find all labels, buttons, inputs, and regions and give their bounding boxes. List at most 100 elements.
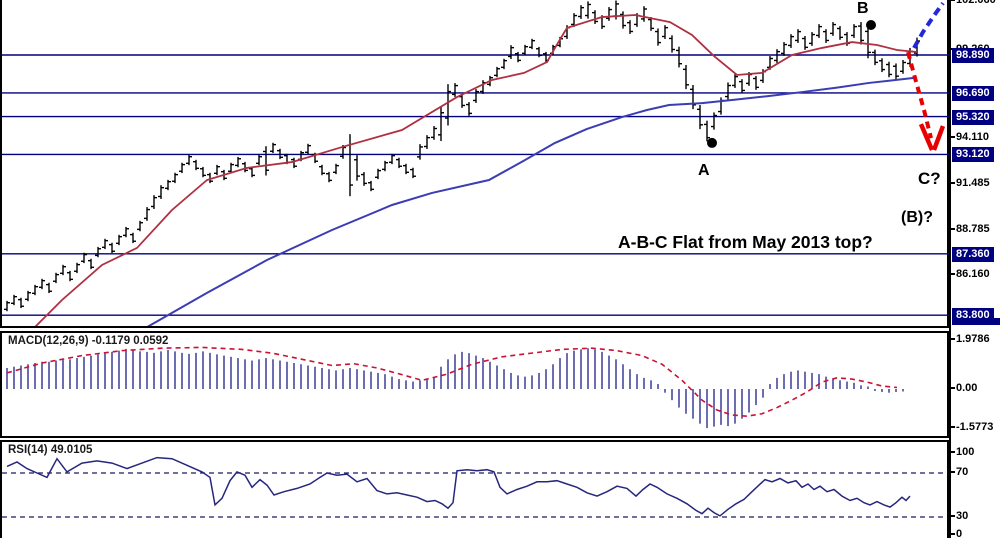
- ohlc-bar: [781, 42, 787, 56]
- ohlc-bar: [851, 24, 857, 38]
- ohlc-bar: [676, 46, 682, 68]
- ohlc-bar: [382, 160, 388, 172]
- ohlc-bar: [431, 126, 437, 140]
- price-axis[interactable]: 102.06099.26094.11091.48588.78586.16098.…: [949, 0, 1001, 538]
- ohlc-bar: [193, 159, 199, 171]
- bullish-arrow[interactable]: [912, 1, 945, 49]
- price-axis-label-highlighted: 98.890: [952, 48, 994, 63]
- ohlc-bar: [60, 264, 66, 276]
- ohlc-bar: [109, 242, 115, 254]
- price-axis-label-highlighted: 93.120: [952, 147, 994, 163]
- ohlc-bar: [410, 167, 416, 179]
- macd-pane: MACD(12,26,9) -0.1179 0.0592: [0, 331, 949, 438]
- ohlc-bar: [130, 232, 136, 244]
- macd-chart-canvas[interactable]: [2, 333, 947, 436]
- ohlc-bar: [823, 29, 829, 43]
- wave-a-label: A: [698, 162, 710, 179]
- wave-point-dot[interactable]: [707, 137, 717, 148]
- ohlc-bar: [326, 171, 332, 183]
- ohlc-bar: [571, 13, 577, 27]
- price-axis-label: 86.160: [956, 268, 990, 281]
- axis-tick: [951, 273, 955, 276]
- ohlc-bar: [67, 270, 73, 282]
- ohlc-bar: [368, 180, 374, 192]
- ohlc-bar: [88, 258, 94, 270]
- ohlc-bar: [606, 7, 612, 21]
- ohlc-bar: [536, 46, 542, 58]
- ohlc-bar: [655, 28, 661, 46]
- price-axis-label-highlighted: 83.800: [952, 308, 994, 324]
- ohlc-bar: [116, 234, 122, 246]
- ohlc-bar: [515, 51, 521, 63]
- ohlc-bar: [620, 11, 626, 29]
- ohlc-bar: [256, 154, 262, 166]
- rsi-axis-label: 0: [956, 528, 963, 538]
- wave-b2-question-label: (B)?: [901, 209, 933, 226]
- ohlc-bar: [704, 120, 710, 142]
- macd-indicator-label: MACD(12,26,9) -0.1179 0.0592: [8, 335, 169, 347]
- ohlc-bar: [697, 105, 703, 130]
- axis-tick: [951, 515, 955, 517]
- ohlc-bar: [816, 24, 822, 38]
- ohlc-bar: [396, 157, 402, 169]
- ohlc-bar: [137, 220, 143, 232]
- ohlc-bar: [389, 153, 395, 165]
- ohlc-bar: [480, 80, 486, 94]
- axis-tick: [951, 136, 955, 139]
- ohlc-bar: [711, 112, 717, 130]
- ohlc-bar: [802, 36, 808, 50]
- price-axis-label: 91.485: [956, 176, 990, 189]
- ohlc-bar: [158, 185, 164, 199]
- price-axis-label: 88.785: [956, 223, 990, 236]
- ohlc-bar: [186, 154, 192, 166]
- price-axis-label: 102.060: [956, 0, 996, 7]
- ohlc-bar: [81, 252, 87, 264]
- ohlc-bar: [445, 84, 451, 126]
- ohlc-bar: [179, 162, 185, 174]
- ohlc-bar: [46, 282, 52, 294]
- ohlc-bar: [207, 172, 213, 184]
- ohlc-bar: [305, 143, 311, 155]
- ohlc-bar: [858, 22, 864, 45]
- rsi-indicator-label: RSI(14) 49.0105: [8, 444, 93, 456]
- ohlc-bar: [354, 155, 360, 181]
- bearish-arrowhead: [918, 123, 935, 151]
- ohlc-bar: [333, 163, 339, 175]
- ohlc-bar: [795, 29, 801, 43]
- wave-point-dot[interactable]: [866, 20, 876, 30]
- axis-tick: [951, 338, 955, 341]
- rsi-line[interactable]: [6, 456, 911, 517]
- rsi-pane: RSI(14) 49.0105: [0, 440, 949, 538]
- ohlc-bar: [788, 34, 794, 48]
- ohlc-bar: [263, 146, 269, 176]
- ohlc-bar: [879, 58, 885, 73]
- macd-axis-label: -1.5773: [956, 421, 994, 434]
- ohlc-bar: [809, 32, 815, 46]
- ohlc-bar: [669, 35, 675, 53]
- bearish-arrow[interactable]: [906, 51, 933, 139]
- axis-tick: [951, 451, 955, 453]
- ohlc-bar: [872, 49, 878, 66]
- ohlc-bar: [403, 163, 409, 175]
- rsi-chart-canvas[interactable]: [2, 442, 947, 538]
- axis-tick: [951, 228, 955, 231]
- bearish-arrowhead: [931, 125, 946, 151]
- ohlc-bar: [466, 102, 472, 116]
- ohlc-bar: [319, 164, 325, 176]
- ohlc-bar: [438, 106, 444, 142]
- price-chart-canvas[interactable]: [2, 0, 949, 326]
- ohlc-bar: [508, 45, 514, 59]
- ohlc-bar: [424, 135, 430, 149]
- ohlc-bar: [578, 5, 584, 19]
- ohlc-bar: [172, 172, 178, 184]
- wave-b-label: B: [857, 0, 869, 17]
- price-axis-label-highlighted: 95.320: [952, 109, 994, 125]
- fast-ma-line[interactable]: [32, 14, 918, 326]
- ohlc-bar: [375, 168, 381, 180]
- ohlc-bar: [11, 294, 17, 306]
- ohlc-bar: [648, 17, 654, 31]
- macd-signal-line[interactable]: [6, 346, 898, 418]
- slow-ma-line[interactable]: [142, 76, 915, 326]
- ohlc-bar: [235, 156, 241, 168]
- axis-tick: [951, 533, 955, 535]
